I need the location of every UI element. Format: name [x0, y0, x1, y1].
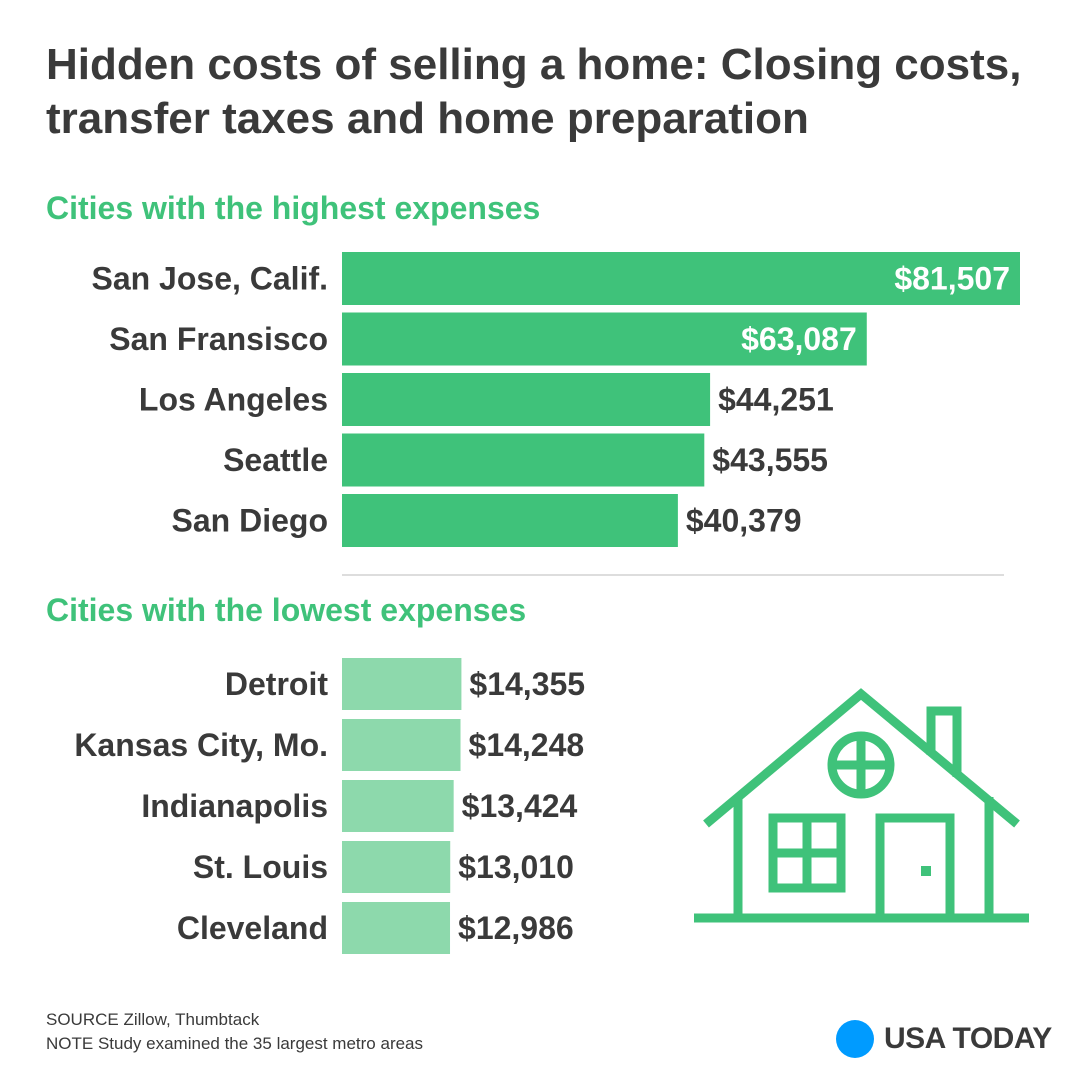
- value-label: $12,986: [458, 910, 574, 946]
- section-title-lowest: Cities with the lowest expenses: [46, 592, 527, 628]
- value-label: $13,010: [458, 849, 574, 885]
- bar-chart: San Jose, Calif. $81,507 San Fransisco $63,…: [74, 252, 1020, 954]
- category-label: San Jose, Calif.: [91, 261, 328, 297]
- value-label: $81,507: [894, 261, 1010, 297]
- value-label: $14,355: [469, 666, 585, 702]
- section-divider: [342, 574, 1004, 576]
- source-note: SOURCE Zillow, Thumbtack: [46, 1010, 260, 1029]
- bar-high-3: [342, 433, 705, 487]
- category-label: San Fransisco: [109, 321, 328, 357]
- brand-name: USA TODAY: [884, 1022, 1052, 1055]
- category-label: Los Angeles: [139, 382, 328, 418]
- page-title: Hidden costs of selling a home: Closing …: [46, 40, 1022, 143]
- section-title-highest: Cities with the highest expenses: [46, 190, 541, 226]
- value-label: $14,248: [469, 727, 585, 763]
- bar-low-0: [342, 658, 462, 710]
- category-label: Detroit: [225, 666, 328, 702]
- bar-low-2: [342, 780, 454, 832]
- category-label: St. Louis: [193, 849, 328, 885]
- footer: SOURCE Zillow, Thumbtack NOTE Study exam…: [46, 1008, 423, 1056]
- brand-dot-icon: [836, 1020, 874, 1058]
- bar-high-2: [342, 373, 711, 426]
- value-label: $13,424: [462, 788, 578, 824]
- category-label: Kansas City, Mo.: [74, 727, 328, 763]
- category-label: Cleveland: [177, 910, 328, 946]
- value-label: $43,555: [712, 442, 828, 478]
- category-label: Seattle: [223, 442, 328, 478]
- brand-logo: USA TODAY: [836, 1020, 1052, 1058]
- bar-high-4: [342, 494, 678, 547]
- category-label: Indianapolis: [141, 788, 328, 824]
- study-note: NOTE Study examined the 35 largest metro…: [46, 1034, 424, 1053]
- value-label: $63,087: [741, 321, 857, 357]
- bar-low-3: [342, 841, 451, 893]
- value-label: $40,379: [686, 503, 802, 539]
- category-label: San Diego: [172, 503, 328, 539]
- bar-low-4: [342, 902, 451, 954]
- bar-low-1: [342, 719, 461, 771]
- bar-high-0: [342, 252, 1020, 305]
- value-label: $44,251: [718, 382, 834, 418]
- bar-high-1: [342, 312, 867, 366]
